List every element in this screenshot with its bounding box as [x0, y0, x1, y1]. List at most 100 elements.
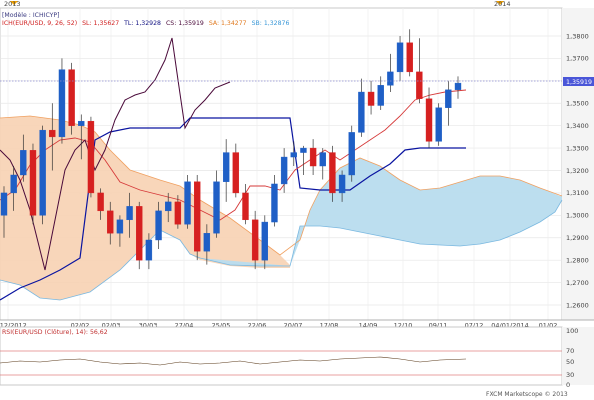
price-axis — [562, 8, 594, 320]
candle-bear[interactable] — [242, 192, 249, 221]
price-tick-label: 1,2600 — [566, 301, 589, 309]
candle-bull[interactable] — [377, 85, 384, 106]
candle-bear[interactable] — [329, 152, 336, 194]
price-tick-label: 1,2700 — [566, 279, 589, 287]
rsi-tick-100: 100 — [566, 327, 578, 335]
candle-bull[interactable] — [261, 221, 269, 261]
price-tick-label: 1,3400 — [566, 122, 589, 130]
candle-bull[interactable] — [39, 129, 46, 216]
candle-bull[interactable] — [358, 91, 365, 133]
candle-bull[interactable] — [396, 42, 404, 73]
date-tick-label: 01/02 — [539, 322, 558, 330]
candle-bear[interactable] — [367, 91, 375, 106]
candle-bull[interactable] — [58, 69, 66, 138]
candle-bear[interactable] — [193, 181, 201, 252]
candle-bear[interactable] — [107, 210, 114, 234]
price-tick-label: 1,3300 — [566, 144, 589, 152]
date-tick-label: 27/04 — [175, 322, 194, 330]
candle-bull[interactable] — [435, 107, 442, 142]
date-tick-label: 20/07 — [284, 322, 303, 330]
candle-bull[interactable] — [222, 152, 230, 182]
rsi-axis — [562, 327, 594, 385]
price-tick-label: 1,3700 — [566, 55, 589, 63]
candle-bear[interactable] — [174, 201, 182, 225]
candle-bull[interactable] — [280, 156, 288, 185]
candle-bear[interactable] — [232, 152, 240, 194]
candle-bull[interactable] — [348, 132, 355, 176]
candle-bull[interactable] — [271, 183, 278, 223]
candle-bull[interactable] — [20, 150, 27, 176]
date-tick-label: 04/01/2014 — [491, 322, 528, 330]
candle-bull[interactable] — [338, 174, 346, 194]
candle-bear[interactable] — [68, 69, 75, 126]
chart-legend: [Modèle : ICHICYP] ICH(EUR/USD, 9, 26, 5… — [2, 11, 289, 27]
date-tick-label: 02/02 — [71, 322, 90, 330]
candle-bear[interactable] — [406, 42, 413, 73]
rsi-panel[interactable]: RSI(EUR/USD (Clôture), 14): 56,62 100 70… — [0, 326, 594, 389]
period-markers: 2013 2014 — [4, 0, 511, 8]
date-tick-label: 07/12 — [465, 322, 484, 330]
candle-bull[interactable] — [300, 147, 307, 153]
cloud-bear-region — [0, 116, 290, 300]
candle-bull[interactable] — [155, 210, 162, 241]
candle-bear[interactable] — [97, 192, 104, 212]
candle-bull[interactable] — [203, 233, 211, 252]
rsi-legend: RSI(EUR/USD (Clôture), 14): 56,62 — [2, 328, 108, 336]
ichimoku-name: ICH(EUR/USD, 9, 26, 52) — [2, 20, 77, 27]
date-tick-label: 30/03 — [139, 322, 158, 330]
kijun-sen-line — [0, 117, 466, 301]
candle-bear[interactable] — [416, 71, 423, 99]
candle-bull[interactable] — [165, 201, 172, 212]
rsi-line — [0, 356, 467, 366]
template-label: [Modèle : ICHICYP] — [2, 11, 60, 19]
sl-value: SL: 1,35627 — [82, 20, 119, 27]
price-tick-label: 1,3500 — [566, 100, 589, 108]
price-badge-value: 1,35919 — [566, 79, 592, 86]
candle-bear[interactable] — [87, 120, 95, 194]
chikou-span-line — [0, 37, 231, 271]
period-marker-2014-icon — [496, 1, 504, 5]
tl-value: TL: 1,32928 — [123, 20, 161, 27]
candle-bull[interactable] — [78, 120, 85, 126]
candle-bull[interactable] — [126, 206, 133, 221]
date-tick-label: 22/06 — [248, 322, 267, 330]
candle-bull[interactable] — [184, 181, 191, 225]
candle-bear[interactable] — [29, 150, 37, 216]
price-badge — [563, 77, 594, 86]
candle-bull[interactable] — [454, 82, 462, 90]
x-axis-labels: 08/12/2012 02/02 02/03 30/03 27/04 25/05 22/06… — [0, 322, 557, 330]
date-tick-label: 02/03 — [102, 322, 121, 330]
date-tick-label: 12/10 — [394, 322, 413, 330]
candle-bear[interactable] — [425, 98, 433, 142]
candle-bull[interactable] — [445, 89, 452, 108]
ichimoku-cloud — [0, 115, 563, 301]
candle-bull[interactable] — [0, 192, 8, 216]
sb-value: SB: 1,32876 — [252, 20, 290, 27]
period-label-2013: 2013 — [4, 0, 21, 8]
candle-bear[interactable] — [309, 147, 317, 167]
date-tick-label: 08/12/2012 — [0, 322, 27, 330]
candle-bull[interactable] — [116, 219, 124, 234]
candle-bear[interactable] — [49, 129, 56, 138]
cloud-bull-region — [200, 158, 562, 266]
candles-layer — [0, 29, 462, 270]
candle-bull[interactable] — [145, 239, 153, 261]
candle-bull[interactable] — [10, 174, 17, 194]
candle-bull[interactable] — [290, 152, 297, 158]
candle-bull[interactable] — [319, 152, 326, 167]
sa-value: SA: 1,34277 — [209, 20, 247, 27]
period-marker-2013-icon — [10, 1, 18, 5]
price-tick-label: 1,3800 — [566, 32, 589, 40]
senkou-span-b-line — [0, 199, 563, 301]
rsi-tick-50: 50 — [566, 358, 574, 366]
candle-bear[interactable] — [251, 219, 259, 261]
candle-bull[interactable] — [387, 71, 394, 86]
rsi-tick-0: 0 — [566, 381, 570, 389]
rsi-tick-70: 70 — [566, 347, 574, 355]
ichimoku-legend: ICH(EUR/USD, 9, 26, 52) SL: 1,35627 TL: … — [2, 20, 289, 27]
candle-bull[interactable] — [213, 181, 220, 234]
candle-bear[interactable] — [136, 206, 143, 261]
senkou-span-a-line — [0, 115, 563, 256]
price-tick-label: 1,3100 — [566, 189, 589, 197]
